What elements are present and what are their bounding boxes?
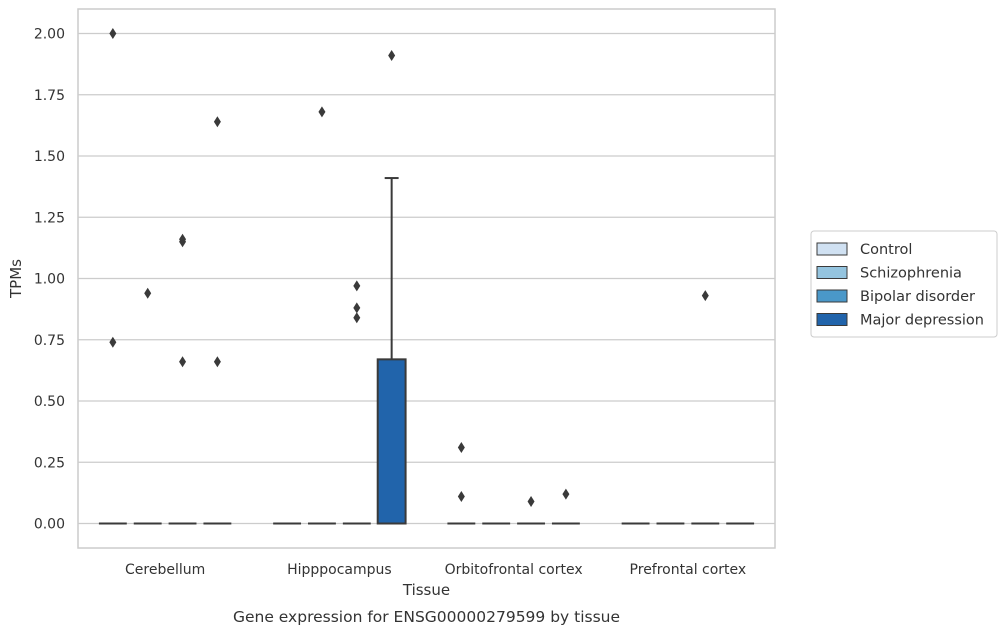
y-tick-label: 2.00 (34, 27, 65, 43)
y-tick-label: 0.50 (34, 394, 65, 410)
outlier-point (701, 290, 709, 302)
outlier-point (144, 287, 152, 299)
y-tick-label: 1.50 (34, 149, 65, 165)
outlier-point (179, 356, 187, 368)
y-tick-label: 0.75 (34, 333, 65, 349)
outlier-point (527, 495, 535, 507)
legend-swatch (816, 289, 848, 303)
x-tick-label: Orbitofrontal cortex (445, 562, 583, 578)
outlier-point (213, 116, 221, 128)
legend-frame (810, 230, 998, 338)
legend-label: Major depression (860, 313, 984, 329)
y-tick-label: 1.00 (34, 272, 65, 288)
y-tick-label: 1.25 (34, 210, 65, 226)
outlier-point (179, 236, 187, 248)
outlier-point (353, 302, 361, 314)
outlier-point (562, 488, 570, 500)
x-axis-ticks: Cerebellum Hipppocampus Orbitofrontal cort… (125, 562, 746, 578)
outlier-point (213, 356, 221, 368)
outlier-point (318, 106, 326, 118)
outlier-point (109, 28, 117, 39)
box (376, 358, 407, 525)
outlier-point (353, 280, 361, 292)
outlier-point (457, 442, 465, 454)
outlier-points (109, 28, 709, 507)
y-axis-ticks: 0.00 0.25 0.50 0.75 1.00 1.25 1.50 1.75 2.00 (34, 27, 65, 533)
y-tick-label: 0.25 (34, 455, 65, 471)
x-tick-label: Prefrontal cortex (630, 562, 747, 578)
gridlines (78, 32, 775, 525)
x-tick-label: Cerebellum (125, 562, 205, 578)
outlier-point (353, 312, 361, 324)
boxes (98, 177, 755, 525)
legend: Control Schizophrenia Bipolar disorder Majo… (810, 230, 998, 338)
plot-frame (77, 8, 776, 549)
outlier-point (109, 336, 117, 348)
outlier-point (457, 491, 465, 503)
legend-label: Bipolar disorder (860, 289, 975, 305)
legend-swatch (816, 313, 848, 326)
legend-swatch (816, 266, 848, 279)
outlier-point (388, 50, 396, 62)
y-tick-label: 0.00 (34, 517, 65, 533)
x-axis-title: Tissue (402, 581, 450, 599)
chart-caption: Gene expression for ENSG00000279599 by t… (233, 608, 620, 626)
y-axis-title: TPMs (7, 259, 25, 299)
x-tick-label: Hipppocampus (287, 562, 392, 578)
legend-swatch (816, 242, 848, 256)
legend-label: Control (860, 242, 912, 258)
y-tick-label: 1.75 (34, 88, 65, 104)
legend-label: Schizophrenia (860, 266, 962, 282)
